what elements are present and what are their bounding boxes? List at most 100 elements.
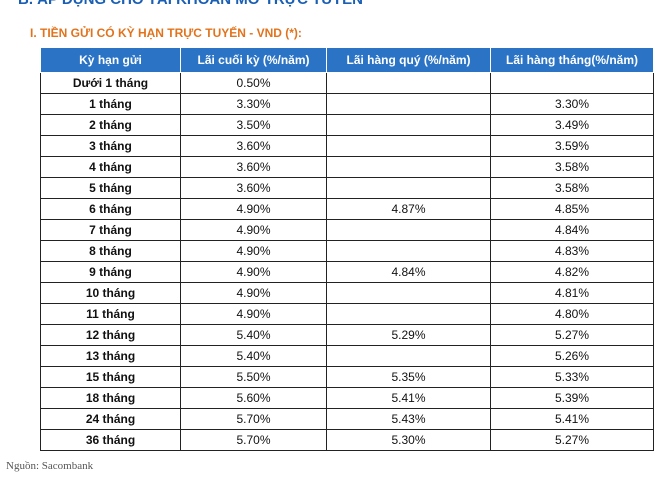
rate-cell: 3.58% — [490, 177, 654, 199]
rate-cell — [326, 156, 491, 178]
term-cell: 11 tháng — [40, 303, 181, 325]
table-row: 7 tháng 4.90% 4.84% — [40, 219, 654, 241]
term-cell: 5 tháng — [40, 177, 181, 199]
term-cell: 9 tháng — [40, 261, 181, 283]
term-cell: 12 tháng — [40, 324, 181, 346]
table-row: 24 tháng 5.70% 5.43% 5.41% — [40, 408, 654, 430]
rate-cell: 5.70% — [180, 429, 327, 451]
rate-cell — [326, 93, 491, 115]
rate-cell: 3.30% — [180, 93, 327, 115]
term-cell: 3 tháng — [40, 135, 181, 157]
rate-cell — [326, 240, 491, 262]
rate-cell: 3.49% — [490, 114, 654, 136]
table-row: 13 tháng 5.40% 5.26% — [40, 345, 654, 367]
table-row: 15 tháng 5.50% 5.35% 5.33% — [40, 366, 654, 388]
rate-cell — [326, 345, 491, 367]
rate-cell — [326, 135, 491, 157]
rate-cell: 3.30% — [490, 93, 654, 115]
table-row: 6 tháng 4.90% 4.87% 4.85% — [40, 198, 654, 220]
table-row: 3 tháng 3.60% 3.59% — [40, 135, 654, 157]
rate-cell: 4.81% — [490, 282, 654, 304]
table-body: Dưới 1 tháng 0.50% 1 tháng 3.30% 3.30% 2 thán… — [40, 72, 654, 451]
rate-cell: 4.83% — [490, 240, 654, 262]
table-row: 2 tháng 3.50% 3.49% — [40, 114, 654, 136]
rate-cell: 5.39% — [490, 387, 654, 409]
column-header: Kỳ hạn gửi — [40, 47, 181, 73]
table-row: 10 tháng 4.90% 4.81% — [40, 282, 654, 304]
table-row: Dưới 1 tháng 0.50% — [40, 72, 654, 94]
rate-cell: 5.30% — [326, 429, 491, 451]
rate-cell: 4.90% — [180, 261, 327, 283]
rate-cell: 5.27% — [490, 429, 654, 451]
rate-cell: 3.60% — [180, 135, 327, 157]
table-row: 8 tháng 4.90% 4.83% — [40, 240, 654, 262]
rate-cell: 4.87% — [326, 198, 491, 220]
rate-cell: 4.90% — [180, 282, 327, 304]
rate-cell: 5.40% — [180, 324, 327, 346]
rate-cell: 5.50% — [180, 366, 327, 388]
column-header: Lãi hàng quý (%/năm) — [326, 47, 491, 73]
term-cell: 2 tháng — [40, 114, 181, 136]
rate-cell: 4.82% — [490, 261, 654, 283]
heading: B. ÁP DỤNG CHO TÀI KHOẢN MỞ TRỰC TUYẾN — [18, 0, 363, 8]
rate-cell: 5.27% — [490, 324, 654, 346]
table-row: 1 tháng 3.30% 3.30% — [40, 93, 654, 115]
rate-cell: 4.84% — [326, 261, 491, 283]
term-cell: 18 tháng — [40, 387, 181, 409]
rate-cell: 4.84% — [490, 219, 654, 241]
rate-cell: 3.60% — [180, 156, 327, 178]
term-cell: 1 tháng — [40, 93, 181, 115]
rate-cell: 5.41% — [326, 387, 491, 409]
rate-cell: 5.26% — [490, 345, 654, 367]
rate-cell: 4.90% — [180, 219, 327, 241]
rate-cell: 4.85% — [490, 198, 654, 220]
rate-cell: 4.90% — [180, 303, 327, 325]
term-cell: 15 tháng — [40, 366, 181, 388]
rate-cell — [326, 219, 491, 241]
rate-cell — [326, 177, 491, 199]
term-cell: 7 tháng — [40, 219, 181, 241]
term-cell: 10 tháng — [40, 282, 181, 304]
column-header: Lãi cuối kỳ (%/năm) — [180, 47, 327, 73]
rate-cell — [326, 72, 491, 94]
term-cell: Dưới 1 tháng — [40, 72, 181, 94]
rate-cell: 5.43% — [326, 408, 491, 430]
rate-cell: 5.70% — [180, 408, 327, 430]
rate-cell: 5.41% — [490, 408, 654, 430]
table-row: 9 tháng 4.90% 4.84% 4.82% — [40, 261, 654, 283]
rate-cell: 5.40% — [180, 345, 327, 367]
term-cell: 13 tháng — [40, 345, 181, 367]
rate-cell — [326, 114, 491, 136]
rate-cell: 4.90% — [180, 198, 327, 220]
subheading: I. TIỀN GỬI CÓ KỲ HẠN TRỰC TUYẾN - VND (… — [30, 26, 302, 40]
rate-cell: 4.80% — [490, 303, 654, 325]
rate-cell: 3.50% — [180, 114, 327, 136]
column-header: Lãi hàng tháng(%/năm) — [490, 47, 654, 73]
rate-cell: 5.60% — [180, 387, 327, 409]
rate-table: Kỳ hạn gửi Lãi cuối kỳ (%/năm) Lãi hàng qu… — [40, 47, 654, 451]
term-cell: 6 tháng — [40, 198, 181, 220]
source: Nguồn: Sacombank — [6, 460, 94, 472]
header-row: Kỳ hạn gửi Lãi cuối kỳ (%/năm) Lãi hàng qu… — [40, 47, 654, 73]
rate-cell — [326, 303, 491, 325]
term-cell: 4 tháng — [40, 156, 181, 178]
rate-cell: 0.50% — [180, 72, 327, 94]
table-row: 5 tháng 3.60% 3.58% — [40, 177, 654, 199]
term-cell: 24 tháng — [40, 408, 181, 430]
term-cell: 8 tháng — [40, 240, 181, 262]
rate-cell: 3.60% — [180, 177, 327, 199]
table-row: 11 tháng 4.90% 4.80% — [40, 303, 654, 325]
rate-cell: 3.59% — [490, 135, 654, 157]
rate-cell: 5.29% — [326, 324, 491, 346]
table-row: 18 tháng 5.60% 5.41% 5.39% — [40, 387, 654, 409]
rate-cell — [490, 72, 654, 94]
term-cell: 36 tháng — [40, 429, 181, 451]
rate-cell: 4.90% — [180, 240, 327, 262]
rate-cell — [326, 282, 491, 304]
table-row: 36 tháng 5.70% 5.30% 5.27% — [40, 429, 654, 451]
rate-cell: 3.58% — [490, 156, 654, 178]
table-row: 4 tháng 3.60% 3.58% — [40, 156, 654, 178]
table-row: 12 tháng 5.40% 5.29% 5.27% — [40, 324, 654, 346]
rate-cell: 5.33% — [490, 366, 654, 388]
